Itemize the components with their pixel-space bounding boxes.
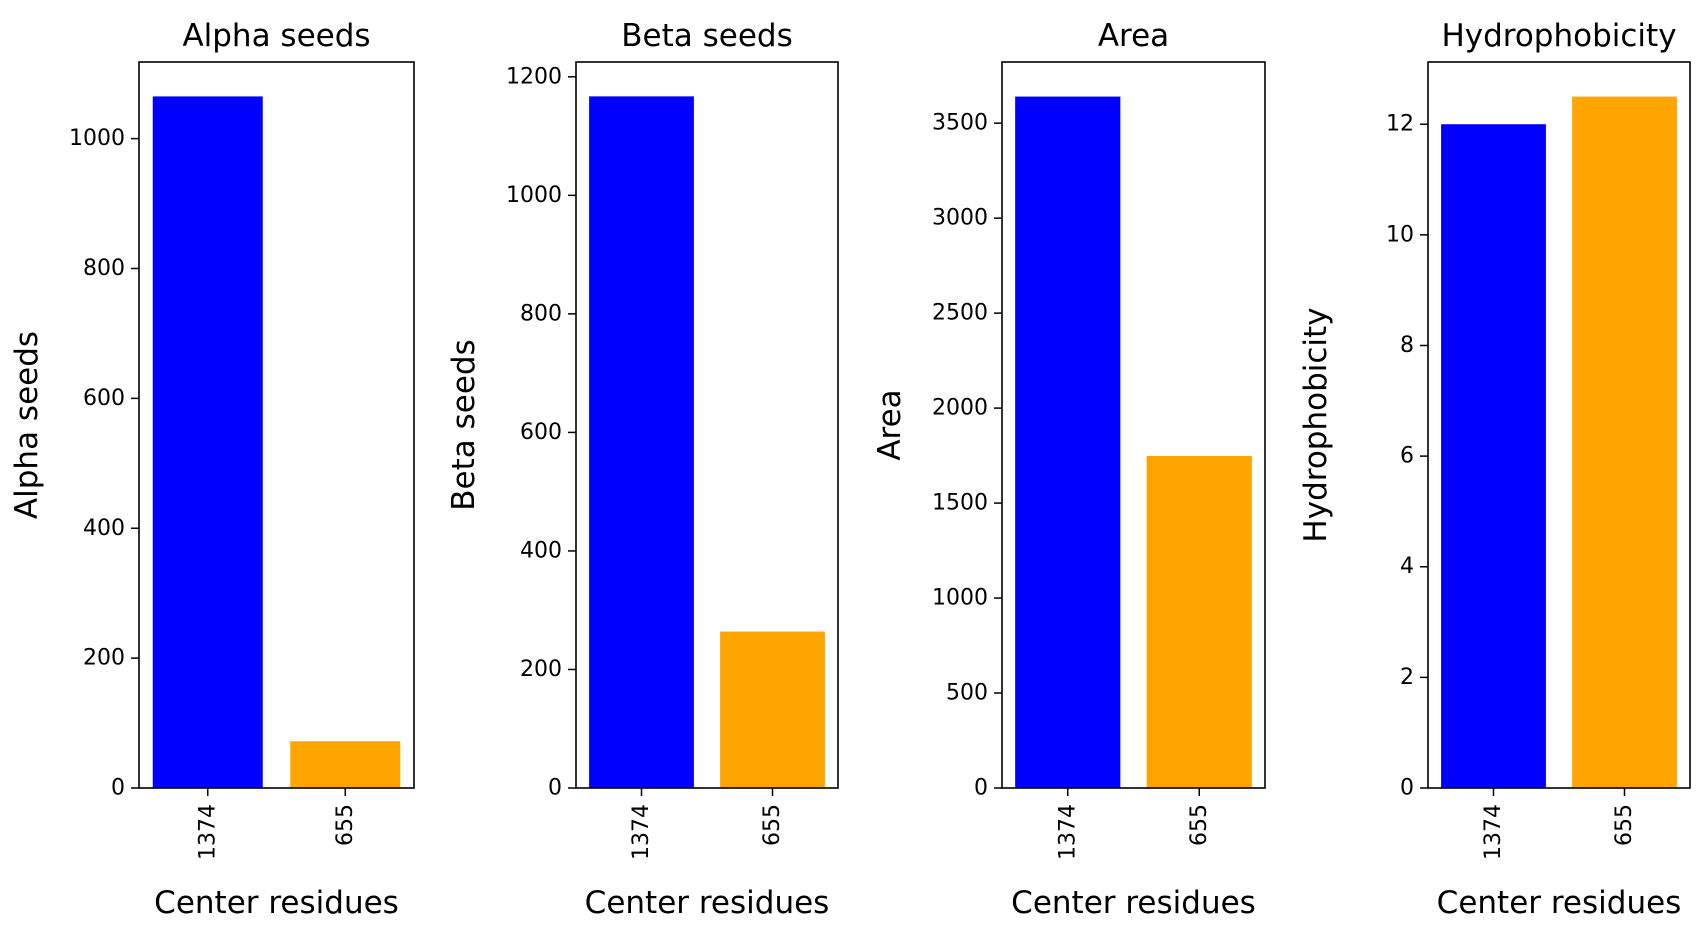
y-tick-label: 3000 bbox=[932, 206, 988, 231]
y-tick-label: 0 bbox=[1400, 776, 1414, 801]
y-tick-label: 600 bbox=[520, 420, 562, 445]
x-axis-label: Center residues bbox=[585, 885, 830, 921]
x-tick-label: 1374 bbox=[629, 804, 654, 860]
bar-655 bbox=[290, 741, 401, 788]
bar-1374 bbox=[1015, 96, 1121, 788]
y-tick-label: 0 bbox=[111, 776, 125, 801]
y-tick-label: 200 bbox=[83, 646, 125, 671]
y-tick-label: 1000 bbox=[932, 586, 988, 611]
y-tick-label: 400 bbox=[520, 538, 562, 563]
subplot-1: 1374 655 0 200 400 600 800 1000 Alpha seeds Cente… bbox=[9, 18, 415, 921]
x-tick-label: 655 bbox=[1187, 804, 1212, 846]
y-tick-label: 1500 bbox=[932, 491, 988, 516]
y-tick-label: 12 bbox=[1386, 112, 1414, 137]
axes-frame bbox=[138, 61, 415, 789]
chart-title: Alpha seeds bbox=[182, 18, 370, 54]
bar-655 bbox=[1146, 455, 1252, 788]
y-tick-label: 2500 bbox=[932, 301, 988, 326]
chart-title: Hydrophobicity bbox=[1441, 18, 1676, 54]
y-tick-label: 1200 bbox=[506, 64, 562, 89]
y-tick-label: 4 bbox=[1400, 554, 1414, 579]
y-tick-label: 10 bbox=[1386, 222, 1414, 247]
axes-frame bbox=[575, 61, 839, 789]
y-axis-label: Beta seeds bbox=[446, 339, 482, 510]
y-axis-label: Alpha seeds bbox=[9, 331, 45, 519]
y-tick-label: 0 bbox=[974, 776, 988, 801]
chart-title: Area bbox=[1098, 18, 1169, 54]
bar-1374 bbox=[589, 96, 694, 789]
bar-1374 bbox=[1441, 124, 1546, 789]
y-tick-label: 800 bbox=[83, 256, 125, 281]
y-tick-label: 500 bbox=[946, 681, 988, 706]
x-tick-label: 655 bbox=[333, 804, 358, 846]
x-axis-label: Center residues bbox=[1437, 885, 1682, 921]
x-axis-label: Center residues bbox=[1011, 885, 1256, 921]
y-tick-label: 1000 bbox=[69, 126, 125, 151]
chart-title: Beta seeds bbox=[621, 18, 792, 54]
bar-655 bbox=[720, 631, 825, 788]
y-tick-label: 1000 bbox=[506, 183, 562, 208]
y-tick-label: 2 bbox=[1400, 665, 1414, 690]
x-tick-label: 655 bbox=[760, 804, 785, 846]
subplot-2: 1374 655 0 200 400 600 800 1000 1200 Beta seeds Ce… bbox=[446, 18, 839, 921]
bar-655 bbox=[1572, 96, 1677, 788]
y-tick-label: 6 bbox=[1400, 444, 1414, 469]
subplot-4: 1374 655 0 2 4 6 8 10 12 Hydrophobicity Center res… bbox=[1298, 18, 1691, 921]
axes-frame bbox=[1001, 61, 1266, 789]
y-tick-label: 2000 bbox=[932, 396, 988, 421]
y-tick-label: 0 bbox=[548, 776, 562, 801]
axes-frame bbox=[1427, 61, 1691, 789]
y-tick-label: 8 bbox=[1400, 333, 1414, 358]
y-tick-label: 200 bbox=[520, 657, 562, 682]
y-tick-label: 800 bbox=[520, 301, 562, 326]
x-tick-label: 1374 bbox=[195, 804, 220, 860]
y-axis-label: Hydrophobicity bbox=[1298, 307, 1334, 542]
subplot-3: 1374 655 0 500 1000 1500 2000 2500 3000 3500 Area C… bbox=[872, 18, 1266, 921]
y-tick-label: 600 bbox=[83, 386, 125, 411]
bar-1374 bbox=[152, 96, 263, 789]
x-axis-label: Center residues bbox=[154, 885, 399, 921]
x-tick-label: 1374 bbox=[1481, 804, 1506, 860]
x-tick-label: 1374 bbox=[1055, 804, 1080, 860]
y-tick-label: 3500 bbox=[932, 111, 988, 136]
y-axis-label: Area bbox=[872, 389, 908, 460]
y-tick-label: 400 bbox=[83, 516, 125, 541]
x-tick-label: 655 bbox=[1612, 804, 1637, 846]
